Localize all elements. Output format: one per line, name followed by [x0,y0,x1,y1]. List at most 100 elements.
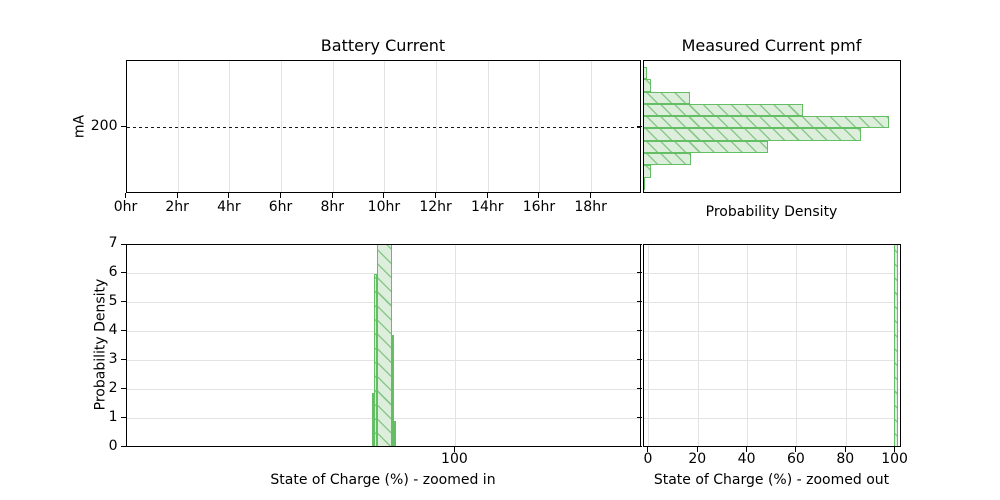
x-axis-tick [795,446,797,452]
x-axis-tick [435,192,437,198]
x-tick-label: 80 [836,451,855,467]
x-axis-tick [894,446,896,452]
y-tick-label-200: 200 [90,117,118,134]
x-axis-tick [696,446,698,452]
y-axis-tick [637,446,642,447]
y-axis-tick [120,359,126,361]
y-tick-label: 2 [108,379,118,396]
plot-battery-current [125,60,641,193]
gridline [643,331,900,333]
x-tick-label: 2hr [165,198,189,215]
title-battery-current: Battery Current [320,36,446,55]
y-axis-tick [637,388,642,390]
gridline [487,61,489,192]
soc-bar [374,273,377,446]
pmf-bar [643,116,890,129]
x-tick-label: 0hr [113,198,138,215]
soc-bar [371,392,375,446]
plot-measured-current-pmf [642,60,901,193]
soc-bar [393,421,397,446]
gridline [591,61,593,192]
x-tick-label: 100 [881,451,908,467]
x-axis-tick [383,192,385,198]
x-tick-label: 10hr [367,198,401,215]
pmf-bar [643,66,648,80]
x-axis-tick [331,192,333,198]
xlabel-soc-zoomed-out: State of Charge (%) - zoomed out [653,472,890,488]
x-tick-label: 0 [643,451,653,467]
gridline [747,244,749,446]
y-axis-tick [637,272,642,274]
soc-bar [376,244,392,446]
gridline [643,360,900,362]
x-tick-label: 60 [786,451,805,467]
gridline [281,61,283,192]
x-axis-tick [538,192,540,198]
y-axis-tick [120,330,126,332]
y-tick-label: 1 [108,408,118,425]
gridline [454,244,456,446]
y-axis-tick [120,243,126,245]
plot-soc-zoomed-out [642,243,901,447]
x-tick-label: 100 [441,451,468,467]
gridline [229,61,231,192]
gridline [643,273,900,275]
x-tick-label: 20 [688,451,707,467]
y-axis-tick [120,126,126,128]
x-axis-tick [590,192,592,198]
x-axis-tick [844,446,846,452]
y-tick-label: 6 [108,263,118,280]
y-axis-tick [120,417,126,419]
gridline [697,244,699,446]
pmf-bar [643,91,690,104]
pmf-bar [643,177,646,190]
x-axis-tick [486,192,488,198]
x-tick-label: 18hr [574,198,607,215]
y-axis-tick [120,388,126,390]
pmf-bar [643,79,652,92]
pmf-bar [643,103,803,117]
x-axis-tick [125,192,126,198]
pmf-bar [643,140,768,153]
x-tick-label: 6hr [268,198,293,215]
gridline [384,61,386,192]
y-tick-label: 4 [108,321,118,338]
x-tick-label: 8hr [320,198,344,215]
y-axis-tick [120,446,126,447]
y-axis-tick [637,417,642,419]
pmf-bar [643,128,862,141]
x-axis-tick [228,192,230,198]
x-axis-tick [280,192,282,198]
gridline [177,61,179,192]
x-tick-label: 12hr [419,198,452,215]
y-axis-tick [637,359,642,361]
x-axis-tick [647,446,649,452]
y-tick-label: 7 [108,235,118,252]
xlabel-soc-zoomed-in: State of Charge (%) - zoomed in [270,472,496,488]
x-axis-tick [176,192,178,198]
gridline [436,61,438,192]
dashed-reference-line-200ma [126,127,640,129]
ylabel-probability-density: Probability Density [92,278,109,411]
y-axis-tick [120,272,126,274]
x-tick-label: 16hr [522,198,556,215]
xlabel-probability-density-top: Probability Density [705,204,838,220]
y-axis-tick [120,301,126,303]
title-measured-current-pmf: Measured Current pmf [681,36,862,55]
x-tick-label: 40 [737,451,756,467]
y-axis-tick [637,330,642,332]
y-tick-label: 3 [108,350,118,367]
soc-bar [391,334,394,446]
y-axis-tick [637,126,642,128]
gridline [643,389,900,391]
x-tick-label: 4hr [217,198,241,215]
y-axis-tick [637,243,642,245]
y-tick-label: 0 [108,437,118,454]
gridline [643,302,900,304]
gridline [643,418,900,420]
y-axis-tick [637,301,642,303]
gridline [539,61,541,192]
gridline [845,244,847,446]
gridline [332,61,334,192]
gridline [796,244,798,446]
